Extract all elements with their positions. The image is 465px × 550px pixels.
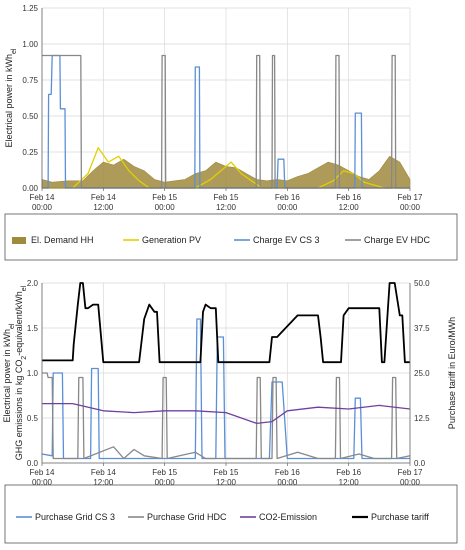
x-tick-label-time: 00:00: [400, 478, 421, 487]
series-purchase-tariff: [42, 282, 410, 364]
y-tick-label: 0.25: [22, 148, 38, 157]
x-tick-label-time: 00:00: [155, 203, 176, 212]
x-tick-label-date: Feb 15: [214, 193, 239, 202]
bottom-y-axis-label-power: Electrical power in kWhel: [2, 323, 16, 422]
bottom-legend-box: [4, 484, 458, 544]
top-legend: El. Demand HH Generation PV Charge EV CS 3…: [4, 213, 458, 261]
x-tick-label-time: 00:00: [32, 478, 53, 487]
x-tick-label-time: 00:00: [32, 203, 53, 212]
legend-label: Generation PV: [142, 235, 201, 245]
y-tick-label: 2.0: [27, 279, 39, 288]
y-right-tick-label: 25.0: [414, 369, 430, 378]
x-tick-label-time: 00:00: [277, 478, 298, 487]
y-tick-label: 1.5: [27, 324, 39, 333]
legend-label: El. Demand HH: [31, 235, 94, 245]
y-right-tick-label: 12.5: [414, 414, 430, 423]
y-tick-label: 0.5: [27, 414, 39, 423]
top-series: [41, 54, 411, 189]
x-tick-label-date: Feb 17: [398, 193, 423, 202]
series-generation-pv: [42, 147, 410, 189]
x-tick-label-date: Feb 15: [214, 468, 239, 477]
x-tick-label-time: 12:00: [216, 203, 237, 212]
legend-label: Purchase Grid CS 3: [35, 512, 115, 522]
bottom-series: [41, 282, 411, 460]
y-tick-label: 1.0: [27, 369, 39, 378]
bottom-axes: 0.0 0.5 1.0 1.5 2.0 0.0 12.5 25.0 37.5 50.0 Feb 14…: [27, 279, 430, 487]
y-tick-label: 0.75: [22, 76, 38, 85]
x-tick-label-date: Feb 14: [30, 468, 55, 477]
top-legend-box: [4, 213, 458, 261]
x-tick-label-time: 12:00: [339, 478, 360, 487]
x-tick-label-date: Feb 15: [152, 468, 177, 477]
x-tick-label-time: 00:00: [400, 203, 421, 212]
x-tick-label-date: Feb 16: [275, 468, 300, 477]
x-tick-label-time: 12:00: [216, 478, 237, 487]
x-tick-label-date: Feb 16: [336, 468, 361, 477]
legend-label: CO2-Emission: [259, 512, 317, 522]
legend-label: Purchase tariff: [371, 512, 429, 522]
x-tick-label-time: 12:00: [93, 478, 114, 487]
legend-swatch: [12, 237, 26, 244]
legend-label: Purchase Grid HDC: [147, 512, 227, 522]
y-tick-label: 1.25: [22, 4, 38, 13]
series-co2-emission: [42, 402, 411, 425]
series-charge-ev-cs-3: [42, 54, 410, 189]
x-tick-label-date: Feb 14: [30, 193, 55, 202]
legend-label: Charge EV CS 3: [253, 235, 320, 245]
x-tick-label-time: 00:00: [277, 203, 298, 212]
x-tick-label-date: Feb 16: [275, 193, 300, 202]
bottom-legend: Purchase Grid CS 3 Purchase Grid HDC CO2-E…: [4, 484, 458, 544]
bottom-chart: 0.0 0.5 1.0 1.5 2.0 0.0 12.5 25.0 37.5 50.0 Feb 14…: [2, 279, 457, 487]
x-tick-label-date: Feb 17: [398, 468, 423, 477]
x-tick-label-time: 00:00: [155, 478, 176, 487]
bottom-y-axis-label-ghg: GHG emissions in kg CO2-equivalent/kWhel: [14, 285, 28, 460]
x-tick-label-time: 12:00: [93, 203, 114, 212]
y-right-tick-label: 0.0: [414, 459, 426, 468]
series-purchase-grid-hdc: [42, 372, 411, 460]
y-right-tick-label: 37.5: [414, 324, 430, 333]
y-tick-label: 0.50: [22, 112, 38, 121]
top-y-axis-label: Electrical power in kWhel: [4, 48, 18, 147]
x-tick-label-time: 12:00: [339, 203, 360, 212]
x-tick-label-date: Feb 14: [91, 468, 116, 477]
top-gridlines: [41, 7, 411, 189]
legend-label: Charge EV HDC: [364, 235, 431, 245]
bottom-y-axis-label-tariff: Purchase tariff in Euro/MWh: [447, 317, 457, 429]
y-tick-label: 0.0: [27, 459, 39, 468]
x-tick-label-date: Feb 15: [152, 193, 177, 202]
x-tick-label-date: Feb 14: [91, 193, 116, 202]
y-tick-label: 0.00: [22, 184, 38, 193]
x-tick-label-date: Feb 16: [336, 193, 361, 202]
y-tick-label: 1.00: [22, 40, 38, 49]
y-right-tick-label: 50.0: [414, 279, 430, 288]
